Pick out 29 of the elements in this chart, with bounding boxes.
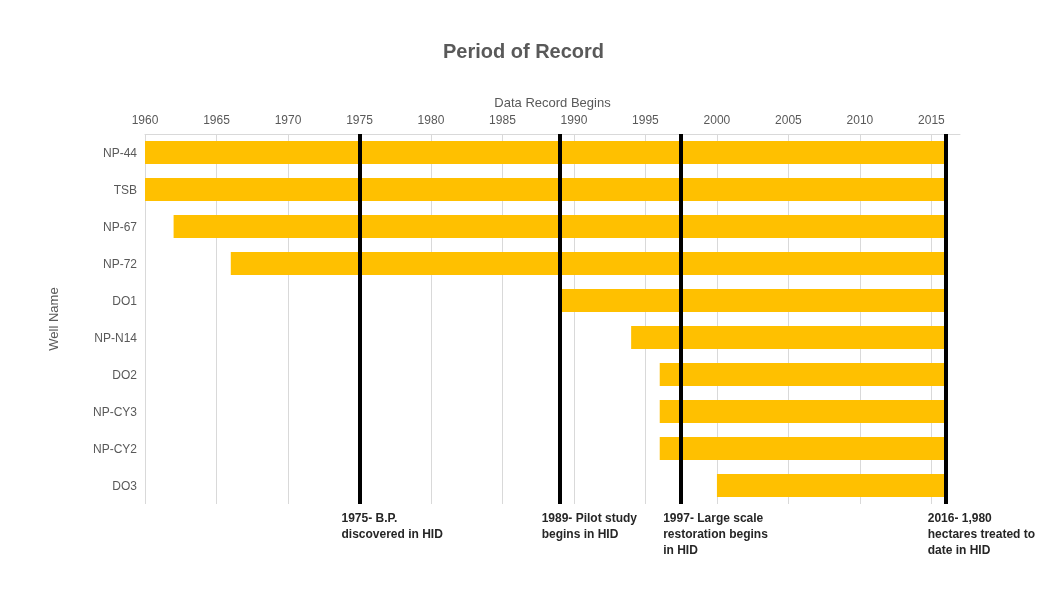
y-tick-label: NP-CY3	[92, 404, 138, 419]
x-tick-label: 2015	[918, 113, 946, 127]
x-tick-label: 2000	[703, 113, 731, 127]
y-axis-title: Well Name	[46, 287, 61, 351]
x-tick-label: 2010	[846, 113, 874, 127]
x-tick-label: 1965	[203, 113, 231, 127]
ref-line-label: 1975- B.P. discovered in HID	[341, 511, 444, 541]
x-tick-label: 1970	[274, 113, 302, 127]
y-tick-label: DO2	[112, 367, 138, 382]
y-tick-label: DO3	[112, 478, 138, 493]
x-tick-label: 1985	[489, 113, 517, 127]
y-tick-label: NP-CY2	[92, 441, 138, 456]
ref-line-label: 1997- Large scale restoration begins in HID	[663, 511, 772, 557]
ref-line-label: 2016- 1,980 hectares treated to date in HID	[927, 511, 1039, 557]
x-tick-label: 1960	[131, 113, 159, 127]
y-tick-label: NP-44	[102, 145, 138, 160]
x-tick-label: 1975	[346, 113, 374, 127]
y-tick-label: NP-72	[102, 256, 138, 271]
ref-line-label: 1989- Pilot study begins in HID	[541, 511, 641, 541]
x-axis-title: Data Record Begins	[494, 95, 612, 111]
y-tick-label: DO1	[112, 293, 138, 308]
x-tick-label: 1990	[560, 113, 588, 127]
chart-title: Period of Record	[442, 40, 605, 62]
x-tick-label: 1980	[417, 113, 445, 127]
x-tick-label: 1995	[632, 113, 660, 127]
y-tick-label: TSB	[113, 182, 137, 197]
x-tick-label: 2005	[775, 113, 803, 127]
y-tick-label: NP-N14	[94, 330, 138, 345]
y-tick-label: NP-67	[102, 219, 138, 234]
